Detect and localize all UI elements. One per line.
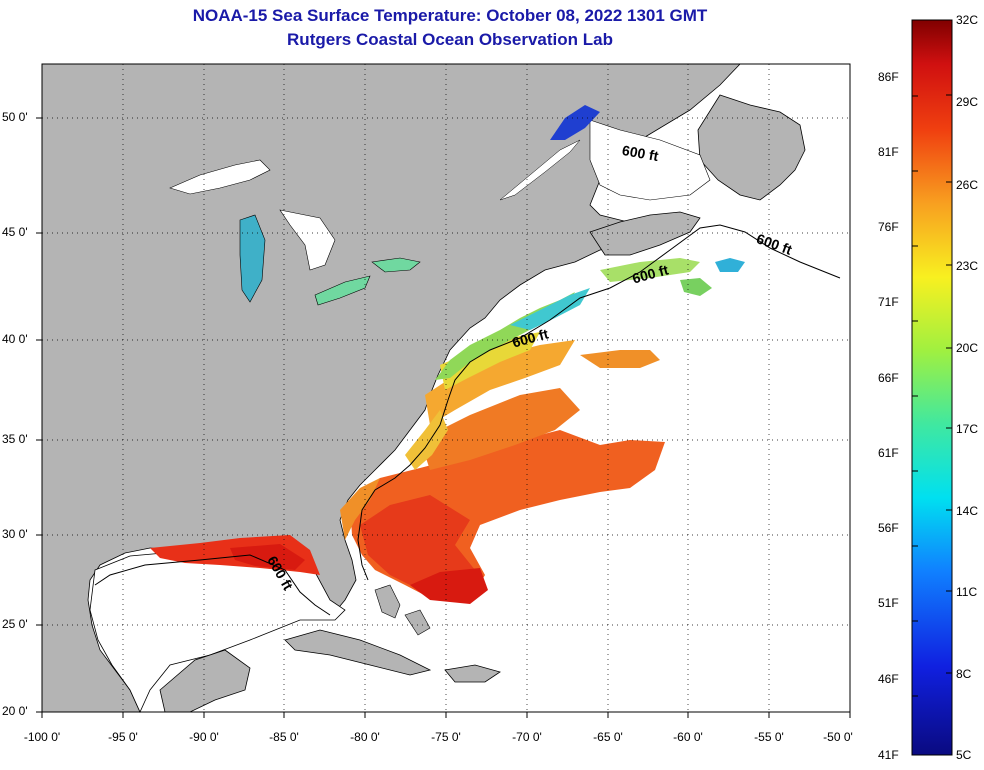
isobath-600ft-gulf <box>94 554 331 616</box>
colorbar-c-17: 17C <box>956 422 979 436</box>
sst-scotian-green-patch <box>680 278 712 296</box>
lon-label-100: -100 0' <box>23 730 61 744</box>
colorbar-c-14: 14C <box>956 504 979 518</box>
lon-label-65: -65 0' <box>593 730 623 744</box>
sst-gulf-core <box>230 544 305 570</box>
lake-superior <box>169 159 271 195</box>
land-nova-scotia <box>589 211 701 256</box>
lon-label-55: -55 0' <box>754 730 784 744</box>
land-north-america <box>41 63 741 713</box>
sst-se-coast <box>340 478 380 540</box>
colorbar-c-29: 29C <box>956 95 979 109</box>
colorbar-c-23: 23C <box>956 259 979 273</box>
lake-michigan <box>239 214 266 303</box>
chart-subtitle: Rutgers Coastal Ocean Observation Lab <box>287 30 613 49</box>
lon-label-95: -95 0' <box>108 730 138 744</box>
lon-label-50: -50 0' <box>823 730 853 744</box>
colorbar-c-11: 11C <box>956 585 978 599</box>
colorbar-c-8: 8C <box>956 667 972 681</box>
lon-label-70: -70 0' <box>512 730 542 744</box>
lake-huron <box>279 209 336 271</box>
colorbar-ticks <box>912 94 952 697</box>
colorbar-c-26: 26C <box>956 178 979 192</box>
colorbar-f-81: 81F <box>878 145 899 159</box>
water-gulf-st-lawrence <box>589 119 711 201</box>
colorbar-f-41: 41F <box>878 748 899 762</box>
axis-ticks <box>36 117 851 718</box>
land-bahamas-2 <box>404 609 431 636</box>
colorbar-f-56: 56F <box>878 521 899 535</box>
sst-sargasso-orange <box>580 350 660 368</box>
colorbar-f-66: 66F <box>878 371 899 385</box>
isobath-600ft <box>357 224 841 581</box>
chart-title: NOAA-15 Sea Surface Temperature: October… <box>192 6 708 25</box>
lon-label-90: -90 0' <box>189 730 219 744</box>
land-bahamas <box>374 584 401 619</box>
sst-grand-banks <box>715 258 745 272</box>
sst-coastal-nc <box>405 410 448 470</box>
colorbar-c-5: 5C <box>956 748 972 762</box>
colorbar-f-76: 76F <box>878 220 899 234</box>
colorbar <box>911 19 953 756</box>
sst-mid-atlantic <box>425 340 575 425</box>
sst-shelf-yellow <box>440 332 540 390</box>
colorbar-f-51: 51F <box>878 596 899 610</box>
lat-label-40: 40 0' <box>2 332 28 346</box>
colorbar-c-32: 32C <box>956 13 979 27</box>
lat-label-45: 45 0' <box>2 225 28 239</box>
land-hispaniola <box>444 664 501 683</box>
colorbar-f-86: 86F <box>878 70 899 84</box>
sst-atlantic-mid <box>420 388 580 470</box>
colorbar-f-71: 71F <box>878 295 899 309</box>
colorbar-f-46: 46F <box>878 672 899 686</box>
lon-label-85: -85 0' <box>269 730 299 744</box>
lat-label-50: 50 0' <box>2 110 28 124</box>
sst-gulf-maine <box>510 288 590 330</box>
colorbar-c-20: 20C <box>956 341 979 355</box>
lat-label-25: 25 0' <box>2 617 28 631</box>
colorbar-f-61: 61F <box>878 446 899 460</box>
lat-label-20: 20 0' <box>2 704 28 718</box>
land-cuba <box>284 629 432 676</box>
lake-ontario <box>371 257 421 273</box>
water-st-lawrence-river <box>499 139 581 201</box>
lat-label-35: 35 0' <box>2 432 28 446</box>
sst-atlantic-hot <box>410 568 488 604</box>
gridlines <box>42 64 850 712</box>
sst-scotian-shelf <box>600 258 700 282</box>
lon-label-60: -60 0' <box>673 730 703 744</box>
lake-erie <box>314 275 371 306</box>
lat-label-30: 30 0' <box>2 527 28 541</box>
sst-st-lawrence <box>550 105 600 140</box>
lon-label-75: -75 0' <box>431 730 461 744</box>
lon-label-80: -80 0' <box>350 730 380 744</box>
